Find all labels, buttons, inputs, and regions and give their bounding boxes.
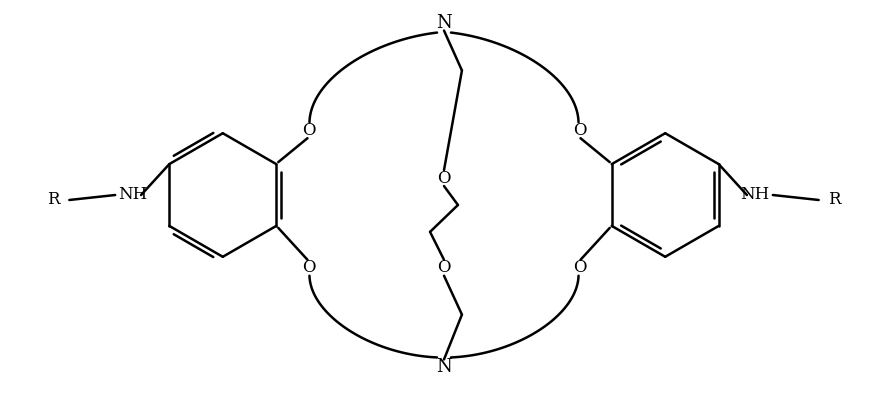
Text: O: O [302, 122, 315, 139]
Text: N: N [436, 358, 452, 376]
Text: R: R [47, 192, 59, 209]
Text: O: O [573, 259, 586, 276]
Text: N: N [436, 13, 452, 32]
Text: O: O [573, 122, 586, 139]
Text: O: O [437, 259, 451, 276]
Text: NH: NH [118, 186, 147, 203]
Text: R: R [829, 192, 841, 209]
Text: O: O [437, 169, 451, 186]
Text: O: O [302, 259, 315, 276]
Text: NH: NH [741, 186, 770, 203]
